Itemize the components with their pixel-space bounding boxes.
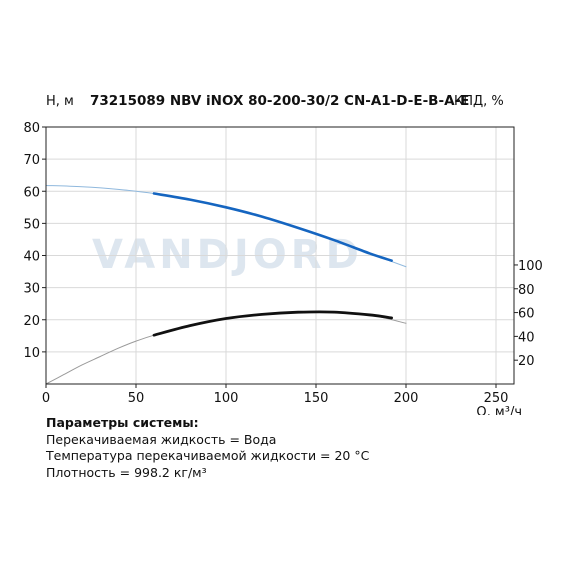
y-tick-label: 50 [23,217,40,232]
y-axis-label: H, м [46,94,74,109]
param-temperature: Температура перекачиваемой жидкости = 20… [46,448,370,463]
y2-tick-label: 40 [518,330,535,345]
y2-tick-label: 100 [518,259,543,274]
x-tick-label: 50 [128,391,145,406]
x-tick-label: 200 [394,391,419,406]
y-tick-label: 20 [23,314,40,329]
x-tick-label: 250 [484,391,509,406]
params-title: Параметры системы: [46,415,199,430]
param-density: Плотность = 998.2 кг/м³ [46,464,207,480]
y2-tick-label: 80 [518,283,535,298]
system-parameters: Параметры системы: Перекачиваемая жидкос… [46,415,369,481]
chart-title: 73215089 NBV iNOX 80-200-30/2 CN-A1-D-E-… [90,93,469,109]
y-tick-label: 60 [23,185,40,200]
y2-tick-label: 60 [518,307,535,322]
efficiency-curve-operating [152,310,393,337]
x-tick-label: 0 [42,391,50,406]
y2-tick-label: 20 [518,354,535,369]
param-liquid: Перекачиваемая жидкость = Вода [46,431,277,447]
head-curve-operating [152,192,393,262]
y-tick-label: 30 [23,282,40,297]
x-tick-label: 150 [304,391,329,406]
y2-axis-label: КПД, % [454,94,504,109]
x-tick-label: 100 [214,391,239,406]
y-tick-label: 10 [23,346,40,361]
y-tick-label: 40 [23,250,40,265]
pump-curve-chart: 73215089 NBV iNOX 80-200-30/2 CN-A1-D-E-… [23,93,543,415]
x-axis-label: Q, м³/ч [476,405,522,415]
y-tick-label: 80 [23,121,40,136]
y-tick-label: 70 [23,153,40,168]
